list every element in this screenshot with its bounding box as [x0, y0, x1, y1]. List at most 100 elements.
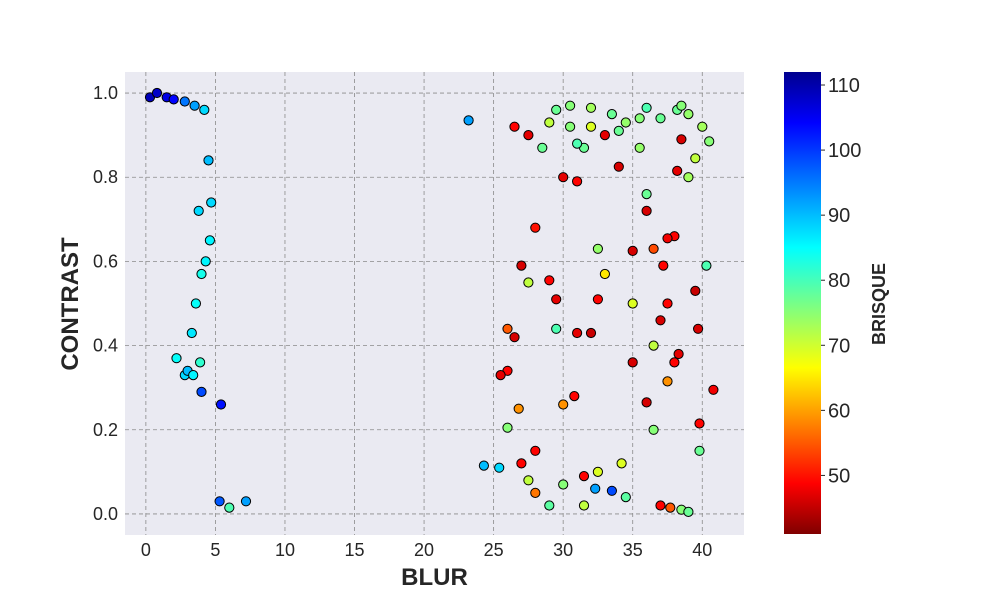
scatter-point: [193, 205, 204, 216]
scatter-point: [665, 502, 676, 513]
scatter-point: [240, 496, 252, 507]
scatter-point: [648, 243, 659, 254]
scatter-point: [662, 298, 673, 309]
x-tick-labels: 0 5 10 15 20 25 30 35 40: [141, 540, 712, 560]
scatter-point: [641, 102, 652, 113]
scatter-point: [551, 323, 562, 334]
scatter-point: [590, 483, 601, 494]
scatter-point: [530, 487, 541, 498]
scatter-point: [641, 205, 652, 216]
scatter-point: [578, 500, 590, 511]
scatter-point: [558, 399, 569, 410]
scatter-point: [676, 134, 687, 145]
scatter-point: [697, 121, 708, 132]
scatter-point: [495, 370, 506, 381]
scatter-point: [214, 496, 225, 507]
scatter-point: [708, 384, 719, 395]
x-axis-label: BLUR: [401, 564, 468, 591]
scatter-point: [634, 142, 645, 153]
scatter-point: [565, 100, 576, 111]
scatter-point: [509, 121, 520, 132]
scatter-point: [690, 285, 701, 296]
scatter-point: [655, 315, 666, 326]
scatter-point: [627, 245, 638, 256]
scatter-point: [613, 125, 624, 136]
scatter-point: [516, 260, 527, 271]
scatter-point: [658, 260, 669, 271]
scatter-point: [509, 332, 520, 343]
colorbar-tick-label: 80: [828, 270, 850, 292]
scatter-point: [676, 100, 687, 111]
scatter-point: [530, 222, 541, 233]
scatter-point: [599, 268, 611, 280]
y-tick-labels: 0.0 0.2 0.4 0.6 0.8 1.0: [93, 83, 118, 524]
x-tick-label: 20: [414, 540, 434, 560]
scatter-point: [683, 109, 694, 120]
x-tick-label: 35: [623, 540, 643, 560]
scatter-point: [224, 502, 235, 513]
scatter-point: [641, 189, 652, 200]
scatter-point: [599, 130, 611, 141]
scatter-point: [701, 260, 712, 271]
scatter-point: [204, 235, 215, 246]
scatter-point: [558, 479, 569, 490]
x-tick-label: 10: [275, 540, 295, 560]
colorbar-tick-label: 100: [828, 140, 861, 162]
scatter-point: [669, 357, 680, 368]
scatter-point: [168, 94, 179, 105]
scatter-point: [551, 104, 562, 116]
scatter-point: [537, 142, 548, 153]
scatter-point: [478, 460, 489, 471]
scatter-point: [203, 155, 214, 166]
scatter-point: [585, 327, 597, 339]
colorbar-tick-label: 110: [828, 75, 860, 97]
scatter-point: [592, 294, 604, 305]
scatter-point: [565, 121, 576, 132]
scatter-point: [704, 136, 715, 147]
colorbar-tick-labels: 50 60 70 80 90 100 110: [821, 75, 861, 487]
scatter-point: [530, 445, 541, 456]
scatter-point: [683, 172, 694, 183]
scatter-point: [662, 233, 673, 244]
scatter-point: [200, 256, 211, 267]
scatter-point: [494, 462, 505, 473]
x-tick-label: 25: [484, 540, 504, 560]
colorbar-tick-label: 50: [828, 465, 850, 487]
scatter-point: [578, 471, 590, 482]
scatter-point: [215, 399, 227, 410]
y-tick-label: 0.4: [93, 336, 118, 356]
scatter-point: [463, 115, 474, 126]
scatter-point: [672, 165, 683, 176]
scatter-point: [569, 391, 580, 402]
scatter-point: [544, 500, 555, 511]
scatter-point: [188, 370, 199, 381]
scatter-point: [585, 121, 597, 132]
y-tick-label: 0.6: [93, 251, 118, 271]
scatter-point: [523, 475, 534, 486]
x-tick-label: 5: [210, 540, 220, 560]
colorbar: [784, 72, 821, 534]
scatter-point: [662, 376, 673, 387]
plot-area: [125, 72, 744, 535]
scatter-point: [655, 500, 666, 511]
colorbar-tick-label: 90: [828, 205, 850, 227]
colorbar-tick-label: 60: [828, 400, 850, 422]
scatter-point: [585, 102, 597, 113]
scatter-point: [616, 458, 627, 469]
y-tick-label: 1.0: [93, 83, 118, 103]
scatter-point: [620, 117, 631, 128]
scatter-point: [186, 327, 197, 339]
scatter-point: [572, 327, 583, 339]
scatter-point: [513, 403, 524, 414]
scatter-point: [206, 197, 217, 208]
scatter-point: [558, 172, 569, 183]
scatter-point: [189, 100, 200, 111]
y-axis-label: CONTRAST: [57, 237, 84, 371]
scatter-point: [683, 506, 694, 517]
scatter-point: [190, 298, 201, 309]
scatter-point: [502, 422, 513, 433]
scatter-point: [195, 357, 206, 368]
scatter-point: [606, 109, 618, 120]
